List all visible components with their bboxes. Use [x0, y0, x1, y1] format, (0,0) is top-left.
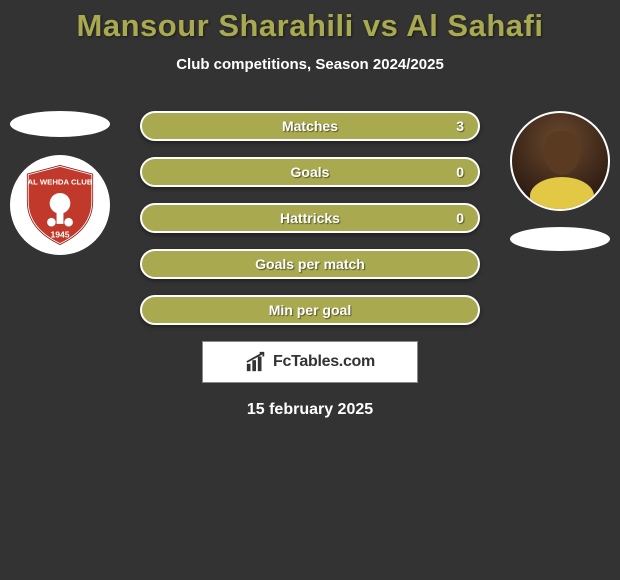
player-left-panel: AL WEHDA CLUB 1945: [10, 111, 110, 255]
stat-row-matches: Matches 3: [140, 111, 480, 141]
stat-row-hattricks: Hattricks 0: [140, 203, 480, 233]
infographic-container: Mansour Sharahili vs Al Sahafi Club comp…: [0, 0, 620, 419]
stat-row-goals-per-match: Goals per match: [140, 249, 480, 279]
stat-value-right: 0: [456, 210, 464, 226]
stat-label: Min per goal: [269, 302, 351, 318]
date-label: 15 february 2025: [0, 401, 620, 419]
player-right-photo: [510, 111, 610, 211]
stat-value-right: 0: [456, 164, 464, 180]
brand-text: FcTables.com: [273, 353, 375, 371]
player-left-name-oval: [10, 111, 110, 137]
player-right-name-oval: [510, 227, 610, 251]
stat-label: Matches: [282, 118, 338, 134]
brand-attribution: FcTables.com: [202, 341, 418, 383]
stat-label: Hattricks: [280, 210, 340, 226]
stat-row-goals: Goals 0: [140, 157, 480, 187]
player-left-club-badge: AL WEHDA CLUB 1945: [10, 155, 110, 255]
stat-row-min-per-goal: Min per goal: [140, 295, 480, 325]
page-title: Mansour Sharahili vs Al Sahafi: [0, 8, 620, 44]
stat-label: Goals: [291, 164, 330, 180]
stats-area: AL WEHDA CLUB 1945 Matches 3 Goals 0: [0, 111, 620, 419]
svg-text:1945: 1945: [50, 230, 69, 240]
bar-chart-icon: [245, 351, 267, 373]
page-subtitle: Club competitions, Season 2024/2025: [0, 56, 620, 73]
club-logo-icon: AL WEHDA CLUB 1945: [17, 162, 103, 248]
stat-value-right: 3: [456, 118, 464, 134]
svg-text:AL WEHDA CLUB: AL WEHDA CLUB: [28, 177, 93, 186]
stat-label: Goals per match: [255, 256, 365, 272]
player-right-panel: [510, 111, 610, 251]
